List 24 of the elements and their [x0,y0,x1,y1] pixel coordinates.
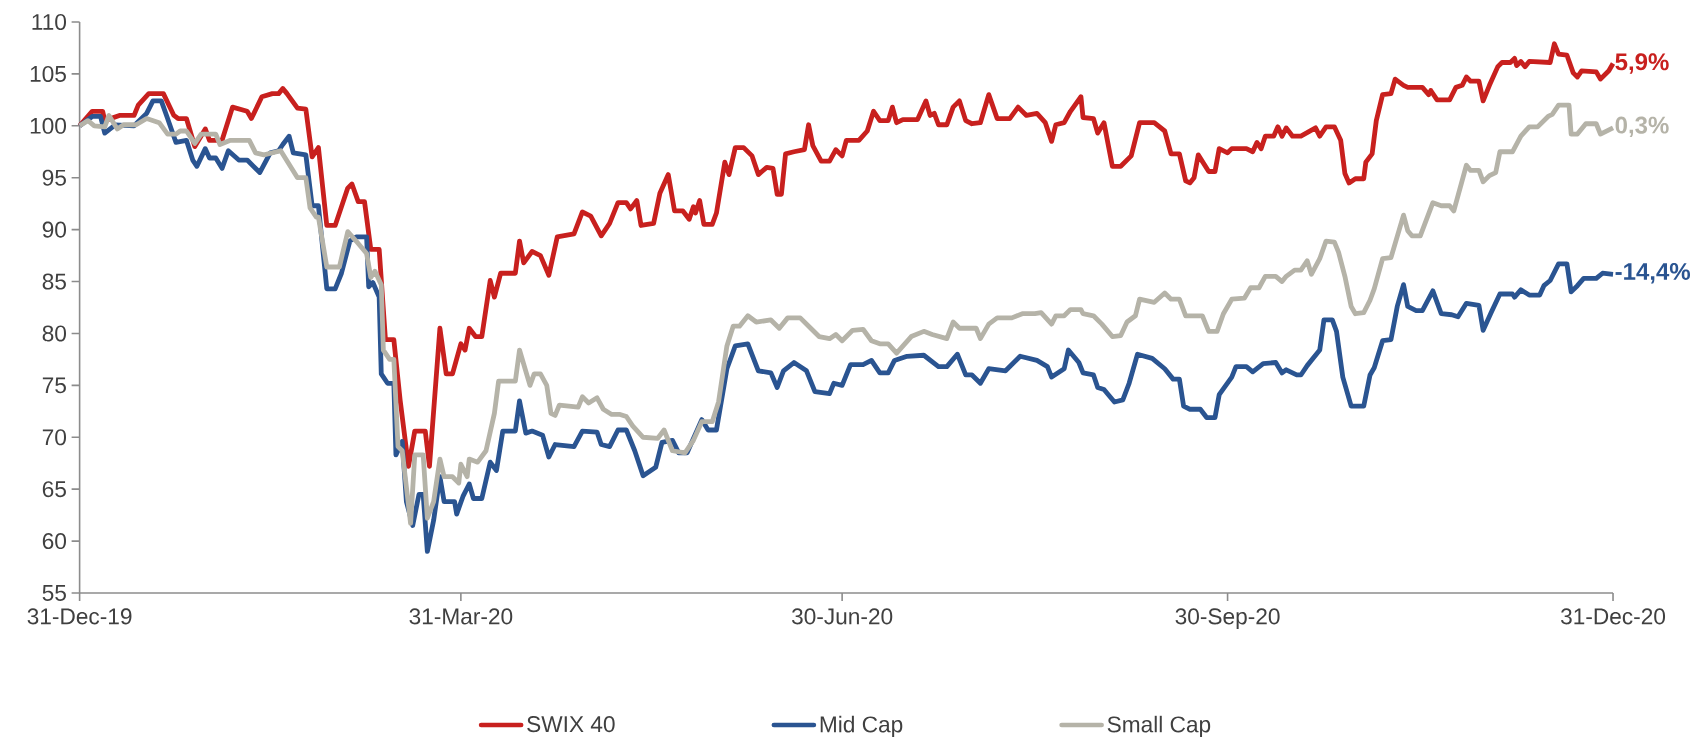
annotation: -14,4% [1615,263,1691,284]
y-tick-label: 80 [42,325,67,342]
y-tick-label: 85 [42,273,66,290]
y-tick-label: 55 [42,585,66,601]
legend-label: Mid Cap [820,715,903,737]
y-tick-label: 110 [32,13,67,31]
annotation: 0,3% [1615,116,1669,138]
y-tick-label: 105 [30,65,66,82]
x-tick-label: 31-Mar-20 [409,608,513,625]
x-tick-label: 31-Dec-20 [1560,608,1666,625]
y-tick-label: 90 [42,221,67,238]
line-series [77,41,1616,469]
y-tick-label: 70 [42,429,67,446]
annotation: 5,9% [1615,53,1669,74]
x-tick-label: 31-Dec-19 [27,608,132,625]
legend-label: Small Cap [1107,715,1211,737]
y-tick-label: 60 [42,533,67,550]
legend-label: SWIX 40 [527,716,615,733]
x-tick-label: 30-Jun-20 [791,608,893,625]
x-tick-label: 30-Sep-20 [1175,608,1280,629]
y-tick-label: 65 [42,481,66,498]
y-tick-label: 100 [30,117,67,134]
y-tick-label: 95 [42,169,66,186]
y-tick-label: 75 [42,377,66,394]
